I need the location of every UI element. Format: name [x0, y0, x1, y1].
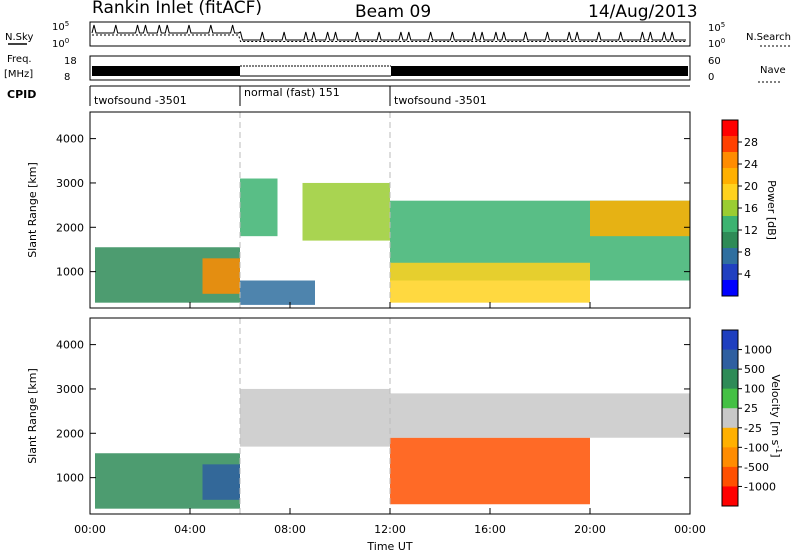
power-colorbar-label: Power [dB] — [765, 180, 778, 240]
xtick-label: 04:00 — [174, 523, 206, 536]
xtick-label: 00:00 — [674, 523, 706, 536]
power-cell — [390, 262, 590, 303]
cpid-segment-3: twofsound -3501 — [394, 94, 487, 107]
colorbar-swatch — [722, 120, 738, 137]
ytick-label: 2000 — [56, 427, 84, 440]
colorbar-swatch — [722, 369, 738, 390]
colorbar-swatch — [722, 486, 738, 507]
date-title: 14/Aug/2013 — [588, 2, 698, 22]
power-cell — [240, 280, 315, 305]
colorbar-tick-label: 20 — [744, 180, 758, 193]
nsky-tick-high: 105 — [52, 20, 69, 33]
colorbar-tick-label: -1000 — [744, 480, 776, 493]
freq-band-1 — [92, 66, 240, 76]
freq-tick-low: 8 — [64, 72, 70, 83]
nsky-label: N.Sky — [5, 32, 33, 43]
noise-panel — [89, 21, 691, 47]
velocity-panel: 1000 2000 3000 4000 Slant Range [km] — [26, 317, 691, 515]
colorbar-tick-label: 4 — [744, 268, 751, 281]
colorbar-swatch — [722, 408, 738, 429]
power-cell — [240, 178, 278, 237]
nsearch-tick-low: 100 — [708, 37, 725, 50]
nave-tick-high: 60 — [708, 56, 721, 67]
freq-unit: [MHz] — [4, 69, 33, 80]
velocity-ylabel: Slant Range [km] — [26, 368, 39, 464]
power-cell — [302, 182, 390, 241]
colorbar-swatch — [722, 216, 738, 233]
power-cell — [590, 200, 690, 237]
nave-label: Nave — [760, 65, 786, 76]
xtick-label: 08:00 — [274, 523, 306, 536]
nsearch-label: N.Search — [746, 32, 791, 43]
colorbar-swatch — [722, 232, 738, 249]
colorbar-tick-label: -100 — [744, 441, 769, 454]
power-cell — [202, 258, 240, 294]
freq-panel — [89, 55, 691, 81]
ytick-label: 3000 — [56, 383, 84, 396]
velocity-colorbar: 1000 500 100 25 -25 -100 -500 -1000 — [721, 329, 776, 507]
colorbar-tick-label: 25 — [744, 402, 758, 415]
ytick-label: 1000 — [56, 472, 84, 485]
nave-tick-low: 0 — [708, 72, 714, 83]
colorbar-swatch — [722, 184, 738, 201]
vel-cell — [240, 388, 390, 447]
cpid-segment-2: normal (fast) 151 — [244, 86, 340, 99]
cpid-label: CPID — [7, 88, 36, 101]
nsearch-trace — [92, 34, 686, 42]
xtick-label: 12:00 — [374, 523, 406, 536]
velocity-colorbar-label: Velocity [m s-1] — [769, 374, 784, 457]
vel-cell — [390, 437, 590, 505]
ytick-label: 4000 — [56, 133, 84, 146]
xtick-label: 20:00 — [574, 523, 606, 536]
colorbar-tick-label: 8 — [744, 246, 751, 259]
colorbar-tick-label: 28 — [744, 136, 758, 149]
colorbar-tick-label: 12 — [744, 224, 758, 237]
colorbar-swatch — [722, 330, 738, 351]
xtick-label: 16:00 — [474, 523, 506, 536]
colorbar-swatch — [722, 447, 738, 468]
ytick-label: 4000 — [56, 339, 84, 352]
colorbar-swatch — [722, 200, 738, 217]
colorbar-tick-label: -500 — [744, 461, 769, 474]
colorbar-tick-label: -25 — [744, 422, 762, 435]
colorbar-swatch — [722, 264, 738, 281]
colorbar-tick-label: 24 — [744, 158, 758, 171]
colorbar-tick-label: 100 — [744, 383, 765, 396]
xtick-label: 00:00 — [74, 523, 106, 536]
colorbar-swatch — [722, 280, 738, 297]
freq-tick-high: 18 — [64, 56, 77, 67]
nsky-tick-low: 100 — [52, 37, 69, 50]
nsearch-tick-high: 105 — [708, 21, 725, 34]
beam-title: Beam 09 — [355, 2, 431, 22]
colorbar-swatch — [722, 427, 738, 448]
vel-cell — [202, 464, 240, 500]
station-title: Rankin Inlet (fitACF) — [92, 0, 262, 18]
colorbar-tick-label: 16 — [744, 202, 758, 215]
ytick-label: 1000 — [56, 266, 84, 279]
power-panel: 1000 2000 3000 4000 Slant Range [km] — [26, 111, 691, 309]
colorbar-tick-label: 1000 — [744, 344, 772, 357]
freq-label: Freq. — [7, 54, 32, 65]
colorbar-swatch — [722, 349, 738, 370]
colorbar-swatch — [722, 248, 738, 265]
colorbar-swatch — [722, 168, 738, 185]
colorbar-swatch — [722, 136, 738, 153]
freq-band-3 — [391, 66, 688, 76]
nsky-trace — [91, 24, 686, 41]
power-ylabel: Slant Range [km] — [26, 162, 39, 258]
colorbar-swatch — [722, 152, 738, 169]
ytick-label: 3000 — [56, 177, 84, 190]
xlabel: Time UT — [366, 540, 412, 553]
colorbar-swatch — [722, 388, 738, 409]
colorbar-swatch — [722, 466, 738, 487]
vel-cell — [390, 393, 690, 438]
cpid-segment-1: twofsound -3501 — [94, 94, 187, 107]
power-colorbar: 28 24 20 16 12 8 4 — [721, 119, 758, 297]
colorbar-tick-label: 500 — [744, 363, 765, 376]
ytick-label: 2000 — [56, 221, 84, 234]
